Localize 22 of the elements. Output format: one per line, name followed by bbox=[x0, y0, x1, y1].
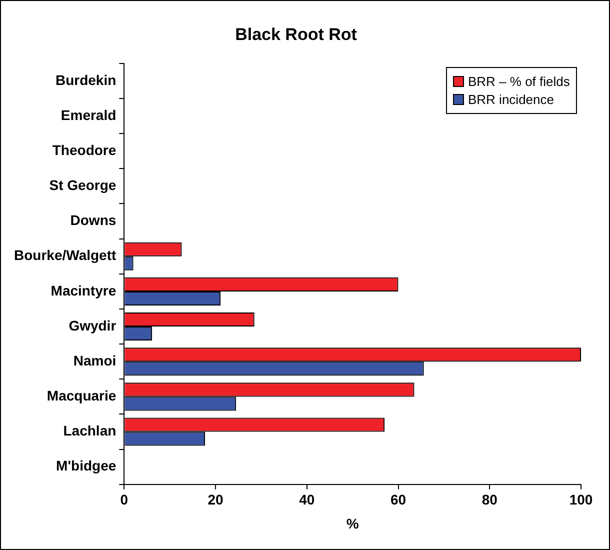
chart-title: Black Root Rot bbox=[235, 24, 358, 44]
x-tick-label: 40 bbox=[299, 492, 315, 508]
x-axis-title: % bbox=[346, 515, 360, 532]
legend-label: BRR – % of fields bbox=[467, 74, 570, 90]
y-tick-label: Lachlan bbox=[63, 422, 116, 439]
x-tick-label: 0 bbox=[120, 492, 128, 508]
y-tick-label: Macintyre bbox=[50, 282, 116, 298]
y-tick-label: Downs bbox=[70, 212, 116, 228]
y-tick-label: Namoi bbox=[73, 352, 116, 368]
x-tick-label: 100 bbox=[569, 492, 593, 508]
y-tick-label: Burdekin bbox=[55, 72, 116, 88]
legend-label: BRR incidence bbox=[467, 92, 555, 108]
y-tick-label: Emerald bbox=[60, 106, 116, 123]
y-tick-label: Bourke/Walgett bbox=[14, 247, 116, 264]
x-tick-label: 80 bbox=[482, 492, 498, 508]
y-tick-label: St George bbox=[49, 177, 116, 194]
y-tick-label: Macquarie bbox=[46, 388, 116, 404]
y-tick-label: Theodore bbox=[52, 142, 116, 158]
x-tick-label: 60 bbox=[390, 492, 406, 508]
y-tick-label: M'bidgee bbox=[56, 458, 116, 474]
y-tick-label: Gwydir bbox=[68, 317, 117, 334]
x-tick-label: 20 bbox=[208, 492, 224, 508]
